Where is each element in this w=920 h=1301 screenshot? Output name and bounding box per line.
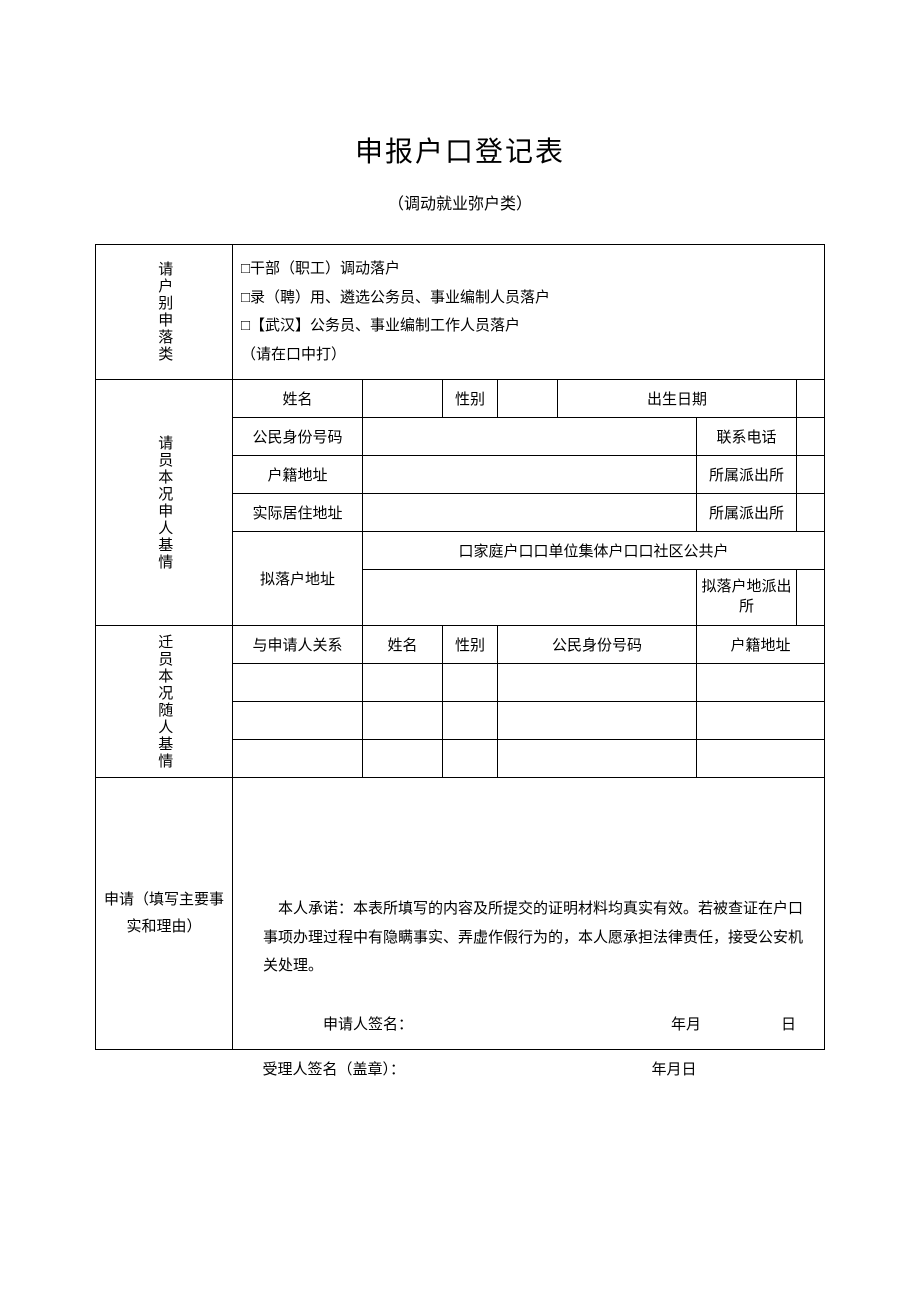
station2-value[interactable]	[797, 494, 825, 532]
gender-3[interactable]	[443, 740, 498, 778]
section1-header: 请户别申落类	[96, 245, 233, 380]
station1-label: 所属派出所	[697, 456, 797, 494]
acceptor-row: 受理人签名（盖章）： 年月日	[233, 1050, 825, 1088]
declaration-text: 本人承诺：本表所填写的内容及所提交的证明材料均真实有效。若被查证在户口事项办理过…	[263, 895, 816, 981]
category-options: □干部（职工）调动落户 □录（聘）用、遴选公务员、事业编制人员落户 □【武汉】公…	[233, 245, 825, 380]
phone-value[interactable]	[797, 418, 825, 456]
footer-spacer	[96, 1050, 233, 1088]
birth-value[interactable]	[797, 380, 825, 418]
rel-1[interactable]	[233, 664, 363, 702]
id-3[interactable]	[498, 740, 697, 778]
rel-3[interactable]	[233, 740, 363, 778]
addr-2[interactable]	[697, 702, 825, 740]
id-1[interactable]	[498, 664, 697, 702]
gender-2[interactable]	[443, 702, 498, 740]
household-type[interactable]: 口家庭户口口单位集体户口口社区公共户	[363, 532, 825, 570]
reg-addr-value[interactable]	[363, 456, 697, 494]
form-title: 申报户口登记表	[95, 130, 825, 170]
birth-label: 出生日期	[558, 380, 797, 418]
phone-label: 联系电话	[697, 418, 797, 456]
settle-addr-label: 拟落户地址	[233, 532, 363, 626]
s3-id-label: 公民身份号码	[498, 626, 697, 664]
settle-station-label: 拟落户地派出所	[697, 570, 797, 626]
id-label: 公民身份号码	[233, 418, 363, 456]
category-opt1[interactable]: □干部（职工）调动落户	[241, 255, 816, 284]
rel-label: 与申请人关系	[233, 626, 363, 664]
name-3[interactable]	[363, 740, 443, 778]
settle-station-value[interactable]	[797, 570, 825, 626]
applicant-sig-label: 申请人签名：	[323, 1011, 413, 1040]
s3-gender-label: 性别	[443, 626, 498, 664]
reason-content: 本人承诺：本表所填写的内容及所提交的证明材料均真实有效。若被查证在户口事项办理过…	[233, 778, 825, 1050]
date2: 年月日	[651, 1058, 696, 1079]
date1-day: 日	[781, 1011, 796, 1040]
station1-value[interactable]	[797, 456, 825, 494]
gender-value[interactable]	[498, 380, 558, 418]
gender-1[interactable]	[443, 664, 498, 702]
category-opt3[interactable]: □【武汉】公务员、事业编制工作人员落户	[241, 312, 816, 341]
name-1[interactable]	[363, 664, 443, 702]
form-subtitle: （调动就业弥户类）	[95, 190, 825, 214]
acceptor-sig-label: 受理人签名（盖章）：	[263, 1058, 406, 1079]
section2-header: 请员本况申人基情	[96, 380, 233, 626]
live-addr-value[interactable]	[363, 494, 697, 532]
category-opt2[interactable]: □录（聘）用、遴选公务员、事业编制人员落户	[241, 284, 816, 313]
name-value[interactable]	[363, 380, 443, 418]
name-2[interactable]	[363, 702, 443, 740]
id-2[interactable]	[498, 702, 697, 740]
date1: 年月	[671, 1011, 701, 1040]
id-value[interactable]	[363, 418, 697, 456]
s3-name-label: 姓名	[363, 626, 443, 664]
settle-addr-value[interactable]	[363, 570, 697, 626]
name-label: 姓名	[233, 380, 363, 418]
gender-label: 性别	[443, 380, 498, 418]
live-addr-label: 实际居住地址	[233, 494, 363, 532]
addr-3[interactable]	[697, 740, 825, 778]
s3-addr-label: 户籍地址	[697, 626, 825, 664]
reg-addr-label: 户籍地址	[233, 456, 363, 494]
rel-2[interactable]	[233, 702, 363, 740]
category-note: （请在口中打）	[241, 341, 816, 370]
addr-1[interactable]	[697, 664, 825, 702]
section3-header: 迁员本况随人基情	[96, 626, 233, 778]
section4-header: 申请（填写主要事实和理由）	[96, 778, 233, 1050]
registration-table: 请户别申落类 □干部（职工）调动落户 □录（聘）用、遴选公务员、事业编制人员落户…	[95, 244, 825, 1088]
station2-label: 所属派出所	[697, 494, 797, 532]
